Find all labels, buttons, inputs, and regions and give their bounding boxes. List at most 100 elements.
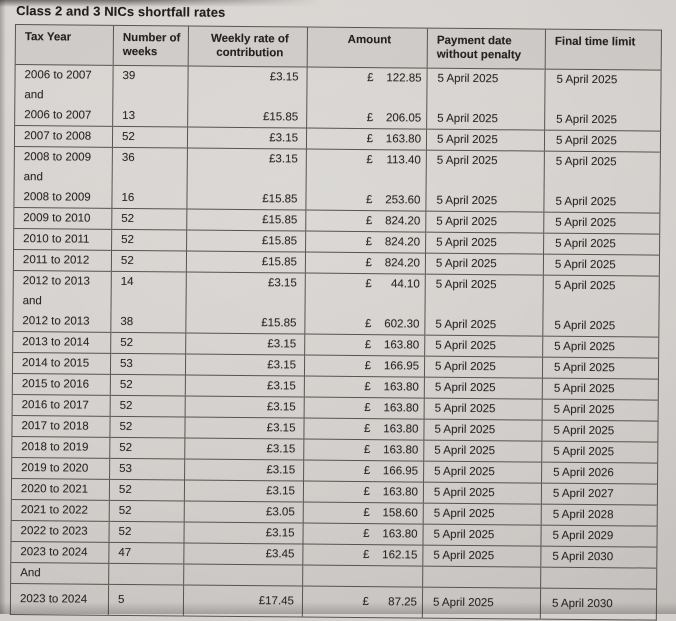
photo-left-edge-shadow bbox=[0, 0, 6, 614]
cell-weekly-rate: £15.85 bbox=[187, 106, 307, 129]
cell-number-of-weeks: 52 bbox=[109, 479, 185, 501]
cell-amount: £122.85 bbox=[306, 67, 428, 89]
amount-value: 206.05 bbox=[385, 111, 422, 125]
cell-payment-date: 5 April 2025 bbox=[424, 314, 543, 337]
amount-value: 162.15 bbox=[382, 548, 418, 562]
cell-final-time-limit bbox=[542, 295, 660, 317]
cell-tax-year: 2006 to 2007 bbox=[14, 64, 114, 86]
cell-final-time-limit: 5 April 2025 bbox=[541, 441, 658, 464]
cell-weekly-rate: £3.15 bbox=[184, 479, 304, 503]
cell-weekly-rate bbox=[187, 86, 307, 108]
cell-final-time-limit: 5 April 2029 bbox=[540, 525, 658, 548]
cell-tax-year: 2015 to 2016 bbox=[12, 373, 111, 396]
cell-number-of-weeks: 52 bbox=[108, 521, 185, 543]
cell-tax-year: 2018 to 2019 bbox=[11, 436, 110, 459]
col-header-tax-year: Tax Year bbox=[15, 24, 114, 66]
amount-value: 163.80 bbox=[383, 401, 419, 415]
cell-tax-year: 2008 to 2009 bbox=[14, 146, 113, 168]
cell-final-time-limit: 5 April 2025 bbox=[543, 233, 660, 256]
cell-final-time-limit: 5 April 2025 bbox=[543, 254, 660, 277]
cell-final-time-limit: 5 April 2025 bbox=[543, 212, 660, 235]
cell-tax-year: 2009 to 2010 bbox=[13, 207, 112, 230]
cell-amount: £163.80 bbox=[303, 439, 424, 462]
cell-amount bbox=[302, 565, 423, 588]
cell-weekly-rate: £3.15 bbox=[184, 416, 305, 440]
cell-tax-year: 2020 to 2021 bbox=[11, 478, 110, 501]
cell-payment-date: 5 April 2025 bbox=[423, 419, 543, 442]
cell-weekly-rate bbox=[185, 292, 306, 314]
cell-final-time-limit: 5 April 2025 bbox=[543, 191, 661, 214]
col-header-number-of-weeks: Number of weeks bbox=[113, 25, 189, 67]
cell-amount: £824.20 bbox=[305, 252, 426, 275]
cell-tax-year: 2019 to 2020 bbox=[11, 457, 110, 480]
cell-tax-year: 2008 to 2009 bbox=[13, 186, 113, 209]
cell-number-of-weeks: 13 bbox=[112, 105, 188, 128]
cell-amount: £206.05 bbox=[306, 107, 427, 130]
cell-weekly-rate: £3.15 bbox=[185, 354, 305, 377]
cell-payment-date: 5 April 2025 bbox=[424, 356, 543, 379]
cell-amount: £158.60 bbox=[303, 502, 424, 525]
cell-number-of-weeks: 16 bbox=[111, 187, 188, 210]
cell-amount: £44.10 bbox=[305, 273, 426, 295]
cell-tax-year: 2011 to 2012 bbox=[13, 249, 112, 272]
cell-final-time-limit: 5 April 2025 bbox=[542, 378, 659, 401]
cell-number-of-weeks: 52 bbox=[110, 395, 186, 417]
cell-number-of-weeks: 52 bbox=[111, 250, 187, 273]
cell-weekly-rate: £15.85 bbox=[186, 230, 306, 253]
cell-amount: £113.40 bbox=[306, 149, 427, 171]
cell-payment-date bbox=[422, 566, 541, 589]
cell-tax-year: 2014 to 2015 bbox=[12, 352, 111, 375]
cell-tax-year: 2021 to 2022 bbox=[11, 499, 110, 522]
cell-tax-year: 2006 to 2007 bbox=[14, 105, 113, 127]
cell-number-of-weeks: 52 bbox=[109, 416, 186, 438]
cell-weekly-rate: £3.05 bbox=[184, 500, 304, 524]
cell-final-time-limit: 5 April 2030 bbox=[540, 546, 657, 569]
col-header-payment-date: Payment date without penalty bbox=[427, 28, 546, 70]
cell-tax-year: 2023 to 2024 bbox=[10, 541, 109, 564]
cell-payment-date bbox=[426, 88, 545, 110]
cell-final-time-limit: 5 April 2025 bbox=[542, 357, 659, 380]
cell-weekly-rate: £3.15 bbox=[185, 375, 305, 398]
amount-value: 163.80 bbox=[383, 380, 419, 394]
cell-payment-date: 5 April 2025 bbox=[425, 211, 544, 234]
cell-number-of-weeks bbox=[111, 291, 187, 313]
cell-number-of-weeks: 52 bbox=[111, 208, 187, 231]
amount-value: 163.80 bbox=[383, 338, 420, 352]
amount-value: 166.95 bbox=[383, 359, 420, 373]
cell-amount: £253.60 bbox=[305, 189, 427, 212]
amount-value: 163.80 bbox=[382, 485, 418, 499]
cell-amount bbox=[306, 87, 427, 109]
table-header-row: Tax Year Number of weeks Weekly rate of … bbox=[15, 24, 662, 71]
cell-final-time-limit: 5 April 2026 bbox=[541, 462, 658, 485]
cell-number-of-weeks: 52 bbox=[111, 229, 187, 252]
cell-payment-date bbox=[424, 294, 544, 316]
amount-value: 122.85 bbox=[386, 71, 422, 85]
col-header-weekly-rate: Weekly rate of contribution bbox=[188, 26, 308, 68]
cell-amount: £163.80 bbox=[303, 481, 424, 504]
cell-amount: £163.80 bbox=[306, 128, 427, 151]
cell-number-of-weeks bbox=[112, 85, 188, 107]
cell-tax-year: 2007 to 2008 bbox=[14, 125, 113, 148]
cell-amount: £166.95 bbox=[303, 460, 424, 483]
cell-tax-year: and bbox=[13, 290, 112, 312]
cell-weekly-rate: £3.15 bbox=[185, 395, 305, 419]
cell-amount: £166.95 bbox=[304, 355, 425, 378]
cell-amount: £163.80 bbox=[302, 523, 424, 546]
cell-final-time-limit: 5 April 2025 bbox=[543, 275, 660, 297]
cell-amount: £824.20 bbox=[305, 231, 426, 254]
cell-number-of-weeks: 52 bbox=[112, 126, 188, 149]
cell-payment-date: 5 April 2025 bbox=[423, 440, 542, 463]
cell-tax-year: And bbox=[10, 562, 109, 585]
amount-value: 824.20 bbox=[384, 235, 421, 249]
photo-top-edge-shadow bbox=[0, 0, 320, 7]
col-header-amount: Amount bbox=[307, 27, 428, 69]
cell-final-time-limit: 5 April 2027 bbox=[541, 483, 658, 506]
cell-tax-year: 2012 to 2013 bbox=[12, 310, 112, 333]
cell-number-of-weeks: 14 bbox=[111, 271, 187, 293]
cell-payment-date: 5 April 2025 bbox=[425, 190, 545, 213]
amount-value: 602.30 bbox=[384, 317, 420, 331]
photo-bottom-edge-shadow bbox=[0, 602, 676, 614]
cell-final-time-limit: 5 April 2025 bbox=[544, 151, 661, 173]
cell-tax-year: 2016 to 2017 bbox=[12, 394, 111, 417]
